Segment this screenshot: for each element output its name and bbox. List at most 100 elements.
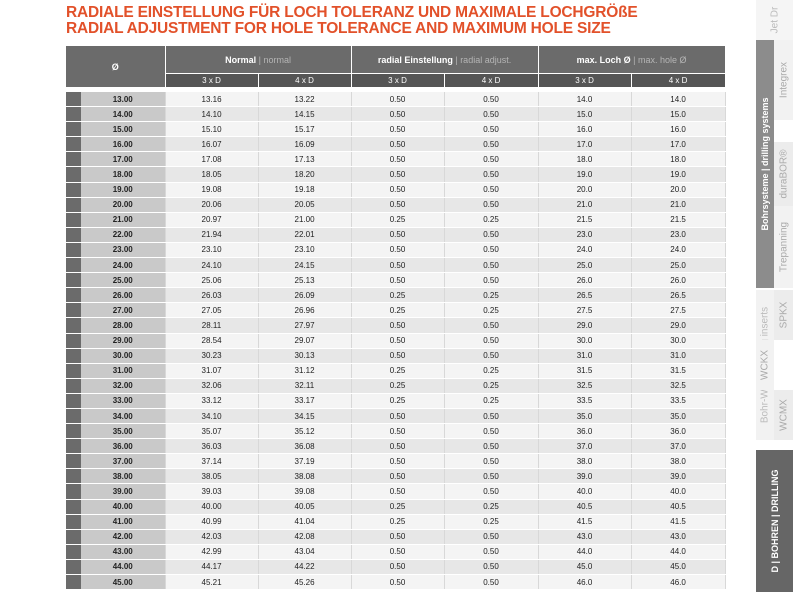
cell-diameter: 31.00 xyxy=(81,363,166,379)
cell-maxhole-3xd: 24.0 xyxy=(538,242,632,259)
table-row: 39.00 39.03 39.08 0.50 0.50 40.0 40.0 xyxy=(66,483,726,500)
row-marker xyxy=(66,544,81,560)
cell-radial-4xd: 0.50 xyxy=(444,317,539,334)
cell-normal-3xd: 28.54 xyxy=(165,333,259,349)
row-marker xyxy=(66,151,81,168)
cell-normal-4xd: 15.17 xyxy=(258,121,352,138)
cell-normal-4xd: 17.13 xyxy=(258,151,352,168)
cell-radial-4xd: 0.50 xyxy=(444,408,539,425)
cell-maxhole-4xd: 29.0 xyxy=(631,317,726,334)
cell-radial-3xd: 0.50 xyxy=(351,151,445,168)
cell-diameter: 45.00 xyxy=(81,574,166,591)
cell-normal-3xd: 13.16 xyxy=(165,92,259,108)
row-marker xyxy=(66,483,81,500)
cell-radial-3xd: 0.25 xyxy=(351,378,445,394)
cell-diameter: 29.00 xyxy=(81,333,166,349)
cell-radial-3xd: 0.25 xyxy=(351,499,445,515)
cell-maxhole-4xd: 32.5 xyxy=(631,378,726,394)
cell-normal-3xd: 40.00 xyxy=(165,499,259,515)
cell-normal-3xd: 24.10 xyxy=(165,257,259,274)
cell-diameter: 24.00 xyxy=(81,257,166,274)
cell-radial-4xd: 0.50 xyxy=(444,272,539,289)
cell-radial-3xd: 0.50 xyxy=(351,257,445,274)
row-marker xyxy=(66,317,81,334)
cell-normal-3xd: 31.07 xyxy=(165,363,259,379)
sidebar-tab-wcmx[interactable]: WCMX xyxy=(774,390,793,440)
sidebar-tab-integrex[interactable]: Integrex xyxy=(774,40,793,120)
cell-radial-3xd: 0.50 xyxy=(351,197,445,213)
cell-diameter: 39.00 xyxy=(81,483,166,500)
sidebar-tab-label: WCKX xyxy=(759,350,771,380)
table-row: 37.00 37.14 37.19 0.50 0.50 38.0 38.0 xyxy=(66,453,726,470)
cell-normal-4xd: 39.08 xyxy=(258,483,352,500)
row-marker xyxy=(66,272,81,289)
table-row: 29.00 28.54 29.07 0.50 0.50 30.0 30.0 xyxy=(66,333,726,349)
cell-radial-3xd: 0.50 xyxy=(351,468,445,485)
row-marker xyxy=(66,227,81,243)
table-row: 22.00 21.94 22.01 0.50 0.50 23.0 23.0 xyxy=(66,227,726,243)
cell-diameter: 23.00 xyxy=(81,242,166,259)
subheader-cell: 3 x D xyxy=(538,73,632,87)
cell-radial-4xd: 0.25 xyxy=(444,363,539,379)
cell-maxhole-3xd: 29.0 xyxy=(538,317,632,334)
cell-radial-4xd: 0.50 xyxy=(444,544,539,560)
cell-normal-4xd: 23.10 xyxy=(258,242,352,259)
sidebar-tab-wckx[interactable]: WCKX xyxy=(756,340,774,390)
row-marker xyxy=(66,121,81,138)
hole-tolerance-table: Ø Normal | normal radial Einstellung | r… xyxy=(66,46,726,591)
cell-radial-4xd: 0.25 xyxy=(444,287,539,304)
cell-radial-3xd: 0.50 xyxy=(351,438,445,455)
sidebar-tab-jet-drill[interactable]: Jet Dr xyxy=(756,0,793,40)
cell-maxhole-4xd: 40.5 xyxy=(631,499,726,515)
cell-maxhole-4xd: 27.5 xyxy=(631,302,726,319)
cell-normal-3xd: 20.97 xyxy=(165,212,259,228)
cell-radial-4xd: 0.50 xyxy=(444,121,539,138)
row-marker xyxy=(66,92,81,108)
cell-maxhole-3xd: 40.0 xyxy=(538,483,632,500)
table-row: 32.00 32.06 32.11 0.25 0.25 32.5 32.5 xyxy=(66,378,726,394)
cell-maxhole-4xd: 26.5 xyxy=(631,287,726,304)
cell-radial-3xd: 0.50 xyxy=(351,348,445,364)
cell-radial-4xd: 0.50 xyxy=(444,574,539,591)
table-row: 34.00 34.10 34.15 0.50 0.50 35.0 35.0 xyxy=(66,408,726,425)
cell-normal-4xd: 22.01 xyxy=(258,227,352,243)
cell-normal-3xd: 44.17 xyxy=(165,559,259,576)
cell-maxhole-3xd: 44.0 xyxy=(538,544,632,560)
cell-maxhole-3xd: 45.0 xyxy=(538,559,632,576)
table-row: 13.00 13.16 13.22 0.50 0.50 14.0 14.0 xyxy=(66,92,726,108)
table-row: 23.00 23.10 23.10 0.50 0.50 24.0 24.0 xyxy=(66,242,726,259)
cell-radial-3xd: 0.25 xyxy=(351,363,445,379)
cell-radial-3xd: 0.50 xyxy=(351,333,445,349)
cell-normal-4xd: 18.20 xyxy=(258,166,352,183)
row-marker xyxy=(66,257,81,274)
table-row: 16.00 16.07 16.09 0.50 0.50 17.0 17.0 xyxy=(66,136,726,153)
sidebar-tab-spkx[interactable]: SPKX xyxy=(774,290,793,340)
sidebar-tab-drilling-systems[interactable]: Bohrsysteme | drilling systems xyxy=(756,40,774,288)
cell-radial-3xd: 0.50 xyxy=(351,483,445,500)
cell-radial-3xd: 0.50 xyxy=(351,423,445,440)
cell-radial-3xd: 0.25 xyxy=(351,514,445,530)
cell-normal-3xd: 18.05 xyxy=(165,166,259,183)
cell-normal-4xd: 45.26 xyxy=(258,574,352,591)
sidebar-tab-trepanning[interactable]: Trepanning xyxy=(774,206,793,288)
cell-maxhole-3xd: 46.0 xyxy=(538,574,632,591)
cell-maxhole-4xd: 30.0 xyxy=(631,333,726,349)
cell-radial-3xd: 0.50 xyxy=(351,106,445,123)
cell-normal-4xd: 26.96 xyxy=(258,302,352,319)
sidebar-tab-drilling[interactable]: D | BOHREN | DRILLING xyxy=(756,450,793,592)
cell-diameter: 30.00 xyxy=(81,348,166,364)
cell-normal-4xd: 33.17 xyxy=(258,393,352,409)
table-row: 36.00 36.03 36.08 0.50 0.50 37.0 37.0 xyxy=(66,438,726,455)
cell-maxhole-4xd: 35.0 xyxy=(631,408,726,425)
table-row: 33.00 33.12 33.17 0.25 0.25 33.5 33.5 xyxy=(66,393,726,409)
cell-maxhole-4xd: 19.0 xyxy=(631,166,726,183)
cell-normal-4xd: 32.11 xyxy=(258,378,352,394)
cell-maxhole-4xd: 43.0 xyxy=(631,529,726,545)
sidebar-tab-durabor[interactable]: duraBOR® xyxy=(774,142,793,206)
cell-maxhole-4xd: 16.0 xyxy=(631,121,726,138)
table-row: 40.00 40.00 40.05 0.25 0.25 40.5 40.5 xyxy=(66,499,726,515)
table-row: 44.00 44.17 44.22 0.50 0.50 45.0 45.0 xyxy=(66,559,726,576)
cell-radial-4xd: 0.50 xyxy=(444,348,539,364)
cell-maxhole-3xd: 20.0 xyxy=(538,182,632,198)
row-marker xyxy=(66,302,81,319)
